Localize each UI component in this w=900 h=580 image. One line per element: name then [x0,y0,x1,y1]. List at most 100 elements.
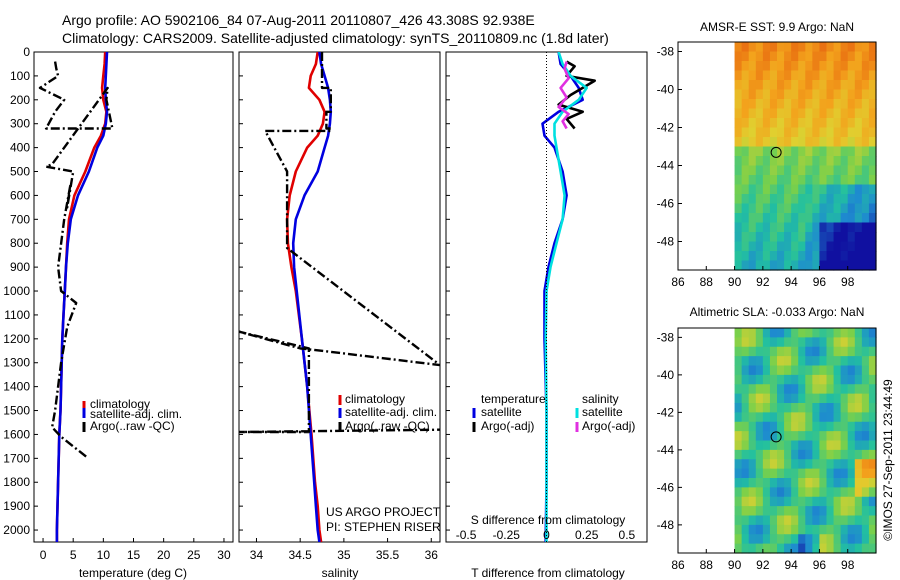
heatmap-cell [861,459,870,470]
heatmap-cell [755,232,764,243]
heatmap-cell [812,232,821,243]
heatmap-cell [812,543,821,554]
heatmap-cell [861,99,870,110]
heatmap-cell [812,108,821,119]
heatmap-cell [854,42,863,53]
heatmap-cell [826,524,835,535]
heatmap-cell [791,515,799,526]
heatmap-cell [755,260,764,271]
heatmap-cell [840,337,849,348]
heatmap-cell [861,42,870,53]
heatmap-cell [734,440,743,451]
heatmap-cell [734,99,743,110]
heatmap-cell [748,543,757,554]
heatmap-cell [854,365,863,376]
heatmap-cell [741,61,750,72]
heatmap-cell [854,534,863,545]
heatmap-cell [805,156,813,167]
heatmap-cell [748,393,757,404]
heatmap-cell [748,496,757,507]
heatmap-cell [812,127,821,138]
heatmap-cell [805,203,813,214]
heatmap-cell [847,421,856,432]
heatmap-cell [826,515,835,526]
heatmap-cell [741,165,750,176]
heatmap-cell [833,515,842,526]
heatmap-cell [777,194,785,205]
heatmap-cell [777,374,785,385]
heatmap-cell [868,61,877,72]
heatmap-cell [769,421,778,432]
heatmap-cell [762,175,771,186]
heatmap-cell [840,137,849,148]
heatmap-cell [769,165,778,176]
heatmap-cell [833,374,842,385]
heatmap-cell [854,506,863,517]
heatmap-cell [741,543,750,554]
heatmap-cell [819,80,828,91]
heatmap-cell [755,478,764,488]
heatmap-cell [812,440,821,451]
salinity-axes-frame [238,51,441,543]
heatmap-cell [840,543,849,554]
heatmap-cell [868,337,877,348]
heatmap-cell [777,108,785,119]
heatmap-cell [847,468,856,479]
heatmap-cell [847,346,856,357]
heatmap-cell [791,175,799,186]
heatmap-cell [833,478,842,488]
heatmap-cell [762,89,771,100]
heatmap-cell [826,403,835,413]
heatmap-cell [854,421,863,432]
heatmap-cell [734,431,743,442]
heatmap-cell [769,384,778,395]
heatmap-cell [847,356,856,367]
heatmap-cell [805,524,813,535]
heatmap-cell [847,232,856,243]
heatmap-cell [812,524,821,535]
heatmap-cell [798,356,806,367]
heatmap-cell [805,241,813,252]
heatmap-cell [819,61,828,72]
heatmap-cell [741,534,750,545]
heatmap-cell [826,241,835,252]
heatmap-cell [833,146,842,157]
heatmap-cell [748,365,757,376]
heatmap-cell [769,356,778,367]
heatmap-cell [748,42,757,53]
heatmap-cell [798,222,806,233]
heatmap-cell [861,127,870,138]
heatmap-cell [840,524,849,535]
heatmap-cell [741,524,750,535]
salinity-series-argo-raw-qc- [239,52,440,434]
heatmap-cell [748,194,757,205]
heatmap-cell [784,184,792,195]
heatmap-cell [826,184,835,195]
heatmap-cell [769,478,778,488]
heatmap-cell [826,421,835,432]
heatmap-cell [840,496,849,507]
temperature-legend: climatology satellite-adj. clim. Argo(..… [82,397,182,433]
t-difference-label: T difference from climatology [471,566,625,580]
heatmap-cell [762,80,771,91]
heatmap-cell [784,468,792,479]
heatmap-cell [741,232,750,243]
heatmap-cell [854,146,863,157]
heatmap-cell [777,51,785,62]
heatmap-cell [826,222,835,233]
depth-tick-label: 1100 [4,308,30,322]
heatmap-cell [812,241,821,252]
heatmap-cell [741,251,750,262]
heatmap-cell [868,374,877,385]
heatmap-cell [777,384,785,395]
heatmap-cell [812,459,821,470]
heatmap-cell [791,70,799,81]
heatmap-cell [734,108,743,119]
heatmap-cell [748,328,757,338]
heatmap-cell [798,384,806,395]
heatmap-cell [805,99,813,110]
heatmap-cell [854,165,863,176]
heatmap-cell [791,99,799,110]
heatmap-cell [847,70,856,81]
heatmap-cell [798,534,806,545]
